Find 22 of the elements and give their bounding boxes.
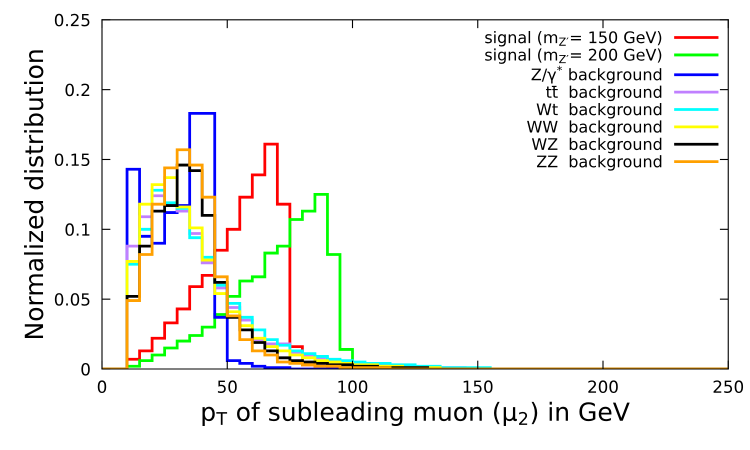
legend-label: ZZ background [536,155,662,171]
x-tick-label: 0 [98,380,106,394]
y-tick-label: 0 [81,362,90,376]
legend-label: signal (m$_{Z′}$= 200 GeV) [485,48,662,64]
legend-label: Z/γ$^{*}$ background [532,66,662,84]
x-tick-label: 100 [338,380,368,394]
x-tick-label: 200 [588,380,618,394]
y-tick-label: 0.15 [54,153,90,166]
legend-label: signal (m$_{Z′}$= 150 GeV) [485,30,662,46]
x-tick-label: 250 [714,380,744,394]
y-tick-label: 0.2 [65,84,90,96]
legend-label: Wt background [536,102,662,118]
x-tick-label: 50 [218,380,237,394]
y-tick-label: 0.25 [54,14,90,26]
y-axis-title: Normalized distribution [24,50,44,338]
y-tick-label: 0.05 [54,293,90,306]
y-tick-label: 0.1 [65,223,90,236]
legend-label: WZ background [532,138,662,154]
x-axis-title: p$_{T}$ of subleading muon (μ$_{2}$) in GeV [202,402,630,426]
legend-label: WW background [527,120,662,136]
legend-label: tt̄ background [546,86,662,102]
x-tick-label: 150 [464,380,493,394]
